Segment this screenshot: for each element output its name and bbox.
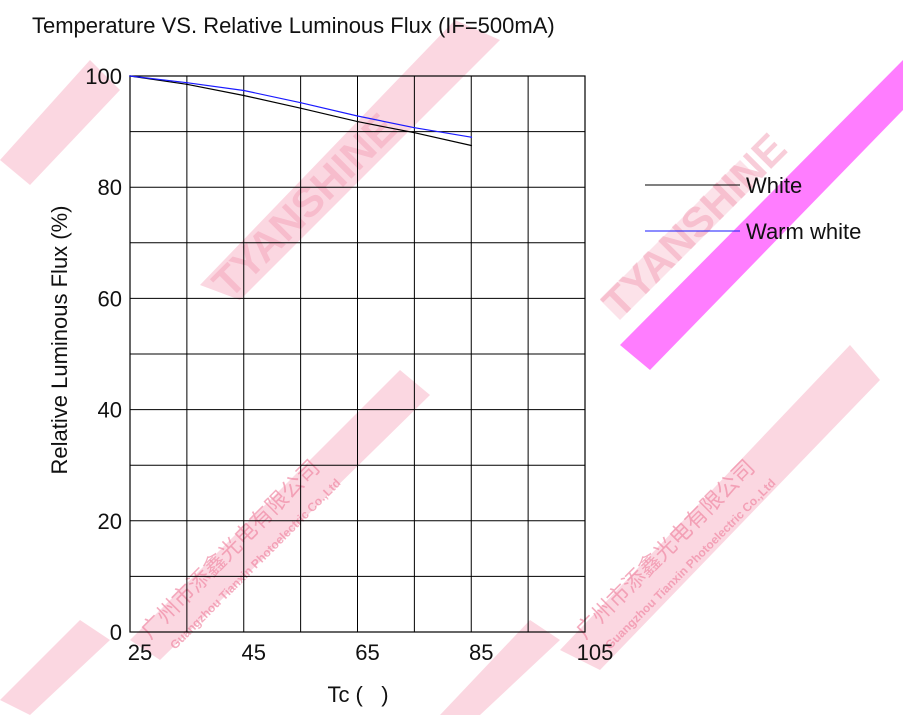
watermark-band <box>0 60 120 185</box>
y-tick-label: 100 <box>85 64 122 89</box>
data-point <box>299 107 302 110</box>
legend: White Warm white <box>645 173 861 244</box>
y-tick-label: 60 <box>98 286 122 311</box>
watermark-cn: 广州市添鑫光电有限公司 <box>137 455 326 644</box>
watermark-band <box>0 620 110 715</box>
watermark-logo: TYANSHINE <box>203 104 405 306</box>
chart-title: Temperature VS. Relative Luminous Flux (… <box>32 13 555 38</box>
data-point <box>356 115 359 117</box>
data-point <box>413 126 416 129</box>
x-tick-label: 105 <box>577 640 614 665</box>
y-tick-labels: 0 20 40 60 80 100 <box>85 64 122 645</box>
y-tick-label: 20 <box>98 509 122 534</box>
data-point <box>186 81 188 84</box>
watermark-band <box>200 20 500 300</box>
series-group <box>129 75 473 147</box>
data-point <box>242 94 245 97</box>
watermark-band <box>560 345 880 670</box>
x-tick-label: 25 <box>128 640 152 665</box>
data-point <box>356 120 359 123</box>
x-tick-label: 65 <box>355 640 379 665</box>
y-axis-label: Relative Luminous Flux (%) <box>47 206 72 475</box>
watermark-band <box>130 370 430 660</box>
x-tick-labels: 25 45 65 85 105 <box>128 640 614 665</box>
watermark: TYANSHINE TYANSHINE 广州市添鑫光电有限公司 Guangzho… <box>0 20 903 715</box>
watermark-band <box>440 620 560 715</box>
data-point <box>129 75 131 77</box>
x-axis-label: Tc ( ) <box>327 682 388 707</box>
data-point <box>299 101 302 104</box>
data-point <box>470 144 473 147</box>
grid <box>130 76 585 632</box>
x-tick-label: 85 <box>469 640 493 665</box>
watermark-band <box>620 60 903 370</box>
y-tick-label: 40 <box>98 398 122 423</box>
plot-frame <box>129 75 586 633</box>
data-point <box>186 83 188 86</box>
y-tick-label: 0 <box>110 620 122 645</box>
watermark-en: Guangzhou Tianxin Photoelectric Co.,Ltd <box>602 476 778 652</box>
x-tick-label: 45 <box>242 640 266 665</box>
data-point <box>470 136 473 138</box>
watermark-band <box>600 160 760 320</box>
legend-label: Warm white <box>746 219 861 244</box>
y-tick-label: 80 <box>98 175 122 200</box>
watermark-en: Guangzhou Tianxin Photoelectric Co.,Ltd <box>167 476 343 652</box>
data-point <box>242 89 245 92</box>
data-point <box>413 131 416 134</box>
watermark-cn: 广州市添鑫光电有限公司 <box>572 455 761 644</box>
legend-label: White <box>746 173 802 198</box>
